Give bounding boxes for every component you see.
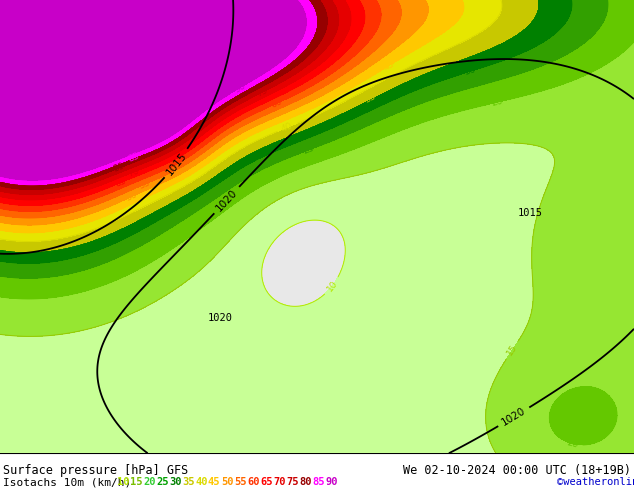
Text: 40: 40 [195, 477, 207, 487]
Text: ©weatheronline.co.uk: ©weatheronline.co.uk [557, 477, 634, 487]
Text: 55: 55 [138, 178, 152, 191]
Text: 65: 65 [113, 176, 128, 189]
Text: 20: 20 [566, 438, 579, 449]
Text: 75: 75 [255, 86, 269, 99]
Text: 85: 85 [127, 151, 141, 164]
Text: 75: 75 [286, 477, 299, 487]
Text: 1020: 1020 [207, 313, 233, 323]
Text: 45: 45 [382, 59, 396, 72]
Text: 50: 50 [221, 477, 233, 487]
Text: 90: 90 [325, 477, 337, 487]
Text: 1020: 1020 [214, 187, 240, 213]
Text: 70: 70 [273, 477, 285, 487]
Text: 1020: 1020 [500, 406, 527, 428]
Text: 15: 15 [505, 343, 519, 357]
Text: 60: 60 [247, 477, 259, 487]
Text: 10: 10 [325, 279, 339, 294]
Text: 1015: 1015 [164, 150, 188, 177]
Text: 35: 35 [182, 477, 195, 487]
Text: 1015: 1015 [517, 208, 543, 218]
Text: 85: 85 [312, 477, 325, 487]
Text: 80: 80 [112, 162, 126, 174]
Text: 80: 80 [299, 477, 311, 487]
Text: 35: 35 [363, 92, 377, 105]
Text: 20: 20 [491, 97, 504, 108]
Text: 50: 50 [125, 190, 139, 203]
Text: 25: 25 [301, 144, 315, 156]
Text: 65: 65 [260, 477, 273, 487]
Text: 45: 45 [208, 477, 221, 487]
Text: 10: 10 [117, 477, 129, 487]
Text: Surface pressure [hPa] GFS: Surface pressure [hPa] GFS [3, 464, 188, 477]
Text: Isotachs 10m (km/h): Isotachs 10m (km/h) [3, 477, 131, 487]
Text: 40: 40 [280, 121, 294, 134]
Text: We 02-10-2024 00:00 UTC (18+19B): We 02-10-2024 00:00 UTC (18+19B) [403, 464, 631, 477]
Text: 30: 30 [463, 65, 477, 77]
Text: 20: 20 [143, 477, 155, 487]
Text: 70: 70 [126, 166, 141, 178]
Text: 25: 25 [156, 477, 169, 487]
Text: 30: 30 [169, 477, 181, 487]
Text: 90: 90 [233, 81, 247, 95]
Text: 55: 55 [234, 477, 247, 487]
Text: 60: 60 [269, 97, 283, 110]
Text: 15: 15 [130, 477, 143, 487]
